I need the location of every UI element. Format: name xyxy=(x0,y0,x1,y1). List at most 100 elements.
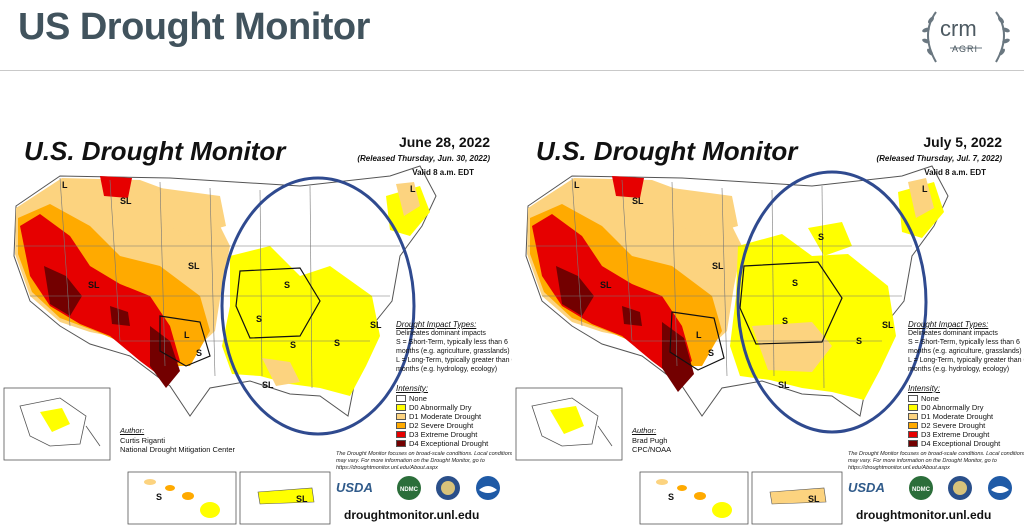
legend-title: Intensity: xyxy=(396,384,429,393)
ndmc-logo: NDMC xyxy=(397,476,421,500)
crm-agri-logo: crm AGRI xyxy=(914,4,1018,70)
impact-label: L xyxy=(62,180,68,190)
impact-label: S xyxy=(196,348,202,358)
map-valid: Valid 8 a.m. EDT xyxy=(412,168,474,177)
map-date: June 28, 2022 xyxy=(398,134,490,150)
map-labels: L SL SL SL L S S S S SL S SL L SL S xyxy=(62,180,416,504)
impact-label: SL xyxy=(188,261,200,271)
legend-item: D1 Moderate Drought xyxy=(396,412,512,421)
map-labels: L SL SL SL L S S S SL S S L SL SL S xyxy=(574,180,928,504)
impact-label: L xyxy=(574,180,580,190)
commerce-seal-icon xyxy=(948,476,972,500)
map-date: July 5, 2022 xyxy=(923,134,1002,150)
impact-label: S xyxy=(792,278,798,288)
legend-item: D2 Severe Drought xyxy=(908,421,1024,430)
intensity-legend: Intensity: None D0 Abnormally Dry D1 Mod… xyxy=(396,384,512,448)
impact-label: SL xyxy=(296,494,308,504)
usda-logo: USDA xyxy=(848,480,885,495)
laurel-icon xyxy=(922,11,1010,63)
website-url: droughtmonitor.unl.edu xyxy=(344,508,480,522)
impact-label: S xyxy=(334,338,340,348)
highlight-ellipse xyxy=(736,170,928,434)
legend-item: D0 Abnormally Dry xyxy=(908,403,1024,412)
legend-item: D3 Extreme Drought xyxy=(396,430,512,439)
drought-monitor-note: The Drought Monitor focuses on broad-sca… xyxy=(848,451,1024,471)
usda-logo: USDA xyxy=(336,480,373,495)
impact-label: S xyxy=(156,492,162,502)
impact-delineates: Delineates dominant impacts xyxy=(908,330,998,337)
us-drought-map xyxy=(515,165,949,525)
logo-text: crm xyxy=(940,16,977,41)
author-name: Brad Pugh xyxy=(632,435,668,445)
title-divider xyxy=(0,70,1024,71)
website-url: droughtmonitor.unl.edu xyxy=(856,508,992,522)
impact-title: Drought Impact Types: xyxy=(396,320,477,329)
impact-label: L xyxy=(184,330,190,340)
legend-item: D4 Exceptional Drought xyxy=(396,439,512,448)
intensity-legend: Intensity: None D0 Abnormally Dry D1 Mod… xyxy=(908,384,1024,448)
map-released: (Released Thursday, Jun. 30, 2022) xyxy=(357,154,490,163)
impact-label: S xyxy=(290,340,296,350)
drought-monitor-note: The Drought Monitor focuses on broad-sca… xyxy=(336,451,512,471)
impact-label: SL xyxy=(262,380,274,390)
impact-label: SL xyxy=(88,280,100,290)
impact-long-term: L = Long-Term, typically greater than 6 … xyxy=(396,357,512,373)
highlight-ellipse xyxy=(220,176,416,436)
legend-item: None xyxy=(396,394,512,403)
map-released: (Released Thursday, Jul. 7, 2022) xyxy=(876,154,1002,163)
legend-item: None xyxy=(908,394,1024,403)
svg-text:NDMC: NDMC xyxy=(912,487,931,493)
legend-item: D1 Moderate Drought xyxy=(908,412,1024,421)
impact-label: SL xyxy=(882,320,894,330)
impact-label: L xyxy=(410,184,416,194)
impact-delineates: Delineates dominant impacts xyxy=(396,330,486,337)
author-org: National Drought Mitigation Center xyxy=(120,445,236,454)
impact-label: S xyxy=(284,280,290,290)
impact-types: Drought Impact Types: Delineates dominan… xyxy=(908,320,1024,374)
impact-label: SL xyxy=(778,380,790,390)
impact-title: Drought Impact Types: xyxy=(908,320,989,329)
impact-label: S xyxy=(256,314,262,324)
impact-label: SL xyxy=(600,280,612,290)
drought-map-july: U.S. Drought Monitor July 5, 2022 (Relea… xyxy=(512,126,1024,528)
legend-item: D2 Severe Drought xyxy=(396,421,512,430)
impact-label: S xyxy=(856,336,862,346)
logo-subtext: AGRI xyxy=(952,44,979,54)
legend-item: D3 Extreme Drought xyxy=(908,430,1024,439)
author-label: Author: xyxy=(632,426,657,435)
legend-item: D0 Abnormally Dry xyxy=(396,403,512,412)
author-label: Author: xyxy=(120,426,145,435)
impact-label: L xyxy=(922,184,928,194)
drought-map-june: U.S. Drought Monitor June 28, 2022 (Rele… xyxy=(0,126,512,528)
commerce-seal-icon xyxy=(436,476,460,500)
author-org: CPC/NOAA xyxy=(632,445,672,454)
map-title: U.S. Drought Monitor xyxy=(24,136,286,166)
agency-logos: USDA NDMC xyxy=(848,474,1024,502)
map-title: U.S. Drought Monitor xyxy=(536,136,798,166)
us-drought-map xyxy=(3,165,437,525)
impact-short-term: S = Short-Term, typically less than 6 mo… xyxy=(396,339,510,355)
impact-label: SL xyxy=(120,196,132,206)
impact-label: SL xyxy=(712,261,724,271)
impact-label: SL xyxy=(808,494,820,504)
slide-title: US Drought Monitor xyxy=(18,6,370,48)
impact-label: SL xyxy=(632,196,644,206)
impact-label: SL xyxy=(370,320,382,330)
impact-short-term: S = Short-Term, typically less than 6 mo… xyxy=(908,339,1022,355)
author-block: Author: Brad Pugh CPC/NOAA xyxy=(632,426,671,455)
legend-title: Intensity: xyxy=(908,384,941,393)
svg-text:NDMC: NDMC xyxy=(400,487,419,493)
noaa-seal-icon xyxy=(476,476,500,500)
impact-label: S xyxy=(782,316,788,326)
impact-types: Drought Impact Types: Delineates dominan… xyxy=(396,320,512,374)
author-block: Author: Curtis Riganti National Drought … xyxy=(120,426,235,455)
impact-long-term: L = Long-Term, typically greater than 6 … xyxy=(908,357,1024,373)
map-valid: Valid 8 a.m. EDT xyxy=(924,168,986,177)
noaa-seal-icon xyxy=(988,476,1012,500)
ndmc-logo: NDMC xyxy=(909,476,933,500)
impact-label: L xyxy=(696,330,702,340)
impact-label: S xyxy=(818,232,824,242)
legend-item: D4 Exceptional Drought xyxy=(908,439,1024,448)
impact-label: S xyxy=(708,348,714,358)
agency-logos: USDA NDMC xyxy=(336,474,512,502)
